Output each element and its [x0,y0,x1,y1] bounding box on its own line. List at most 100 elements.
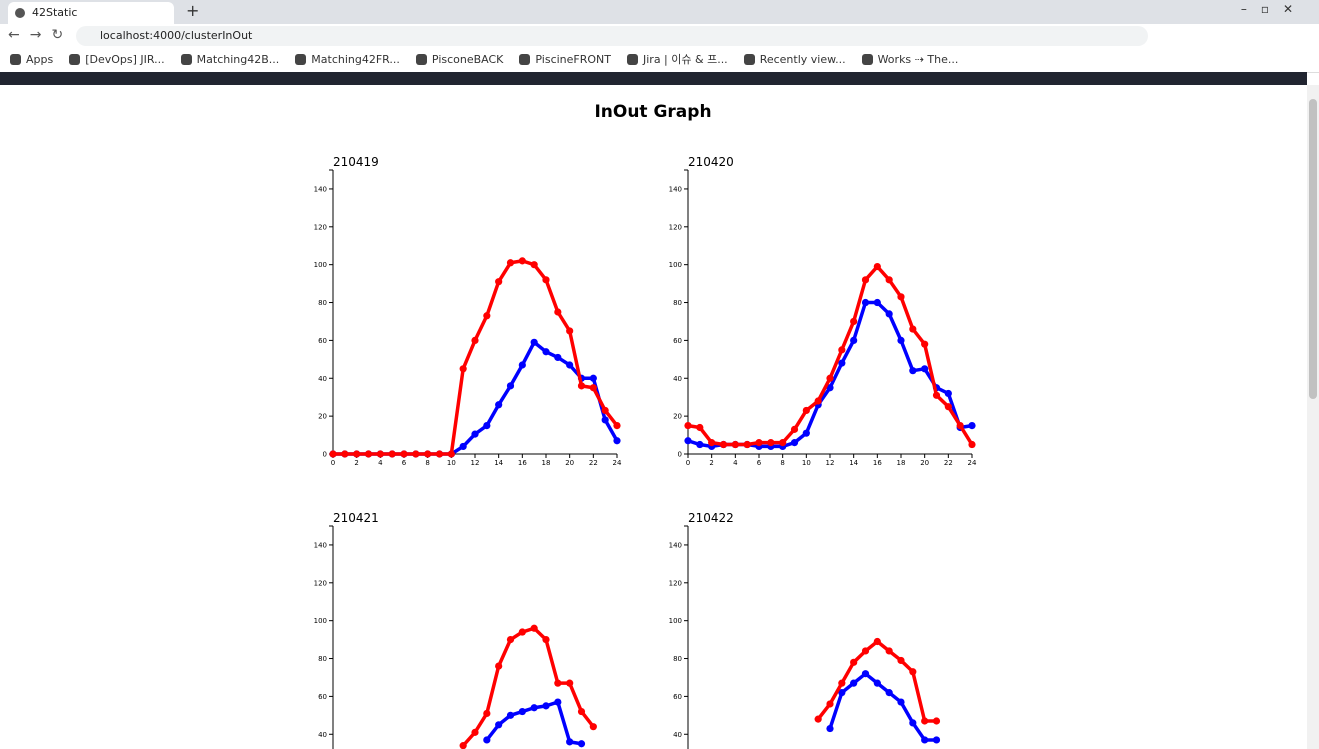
data-point [826,374,834,382]
bookmark[interactable]: PisconeBACK [415,48,504,72]
y-tick-label: 140 [314,541,327,549]
data-point [743,440,751,449]
x-tick-label: 10 [447,459,456,467]
bookmark[interactable]: Jira | 이슈 & 프... [627,48,728,72]
x-tick-label: 12 [471,459,480,467]
x-tick-label: 22 [944,459,953,467]
bookmark-label: PiscineFRONT [535,53,611,66]
data-point [921,340,929,348]
data-point [861,298,870,307]
y-tick-label: 80 [673,655,682,663]
x-tick-label: 24 [613,459,622,467]
x-tick-label: 24 [968,459,977,467]
data-point [483,709,491,718]
data-point [767,439,775,447]
data-point [554,698,562,706]
y-tick-label: 120 [669,579,682,587]
x-tick-label: 6 [402,459,407,467]
data-point [850,658,858,666]
y-tick-label: 100 [669,617,682,625]
data-point [483,736,491,744]
data-point [790,425,799,433]
data-point [566,679,574,687]
tab[interactable]: 42Static [8,2,174,24]
data-point [329,450,337,458]
data-point [826,384,834,392]
data-point [873,637,881,646]
data-point [566,327,574,335]
data-point [530,261,538,269]
data-point [968,440,976,449]
data-point [495,401,503,409]
data-point [909,719,917,727]
site-navbar [0,72,1307,85]
x-tick-label: 14 [849,459,858,467]
data-point [388,450,396,458]
data-point [376,450,384,458]
data-point [861,276,870,284]
data-point [447,450,455,458]
bookmark[interactable]: Apps [10,48,53,72]
x-tick-label: 20 [920,459,929,467]
data-point [518,361,526,369]
data-point [530,338,538,346]
data-point [471,430,479,438]
data-point [861,670,870,678]
y-tick-label: 40 [673,731,682,739]
data-point [968,422,976,430]
data-point [885,310,893,318]
data-point [897,656,905,665]
y-tick-label: 0 [678,451,682,459]
series-line [828,671,937,742]
bookmark-label: PisconeBACK [431,53,504,66]
y-tick-label: 140 [669,541,682,549]
data-point [518,707,526,716]
data-point [861,647,870,655]
y-tick-label: 120 [669,223,682,231]
nav-buttons[interactable]: ←→↻ [8,27,74,43]
chart-title: 210421 [333,511,379,525]
data-point [684,422,692,430]
chart-title: 210419 [333,155,379,169]
x-tick-label: 8 [425,459,429,467]
data-point [956,422,964,430]
data-point [814,715,822,723]
bookmark[interactable]: PiscineFRONT [519,48,611,72]
data-point [577,382,586,390]
new-tab[interactable]: + [186,1,200,20]
bookmark[interactable]: Recently view... [743,48,846,72]
y-tick-label: 20 [673,413,682,421]
omnibox[interactable]: localhost:4000/clusterInOut [76,26,1148,46]
data-point [873,298,881,307]
y-tick-label: 120 [314,579,327,587]
bookmark[interactable]: [DevOps] JIR... [69,48,165,72]
data-point [542,702,550,710]
bookmark[interactable]: Works ⇢ The... [861,48,958,72]
data-point [885,276,893,284]
y-tick-label: 40 [673,375,682,383]
series-line [333,259,619,456]
data-point [518,628,526,636]
address-row: ←→↻ localhost:4000/clusterInOut [0,24,1319,48]
scrollbar[interactable] [1307,85,1319,749]
tab-bar: 42Static + –▫✕ [0,0,1319,24]
data-point [921,717,929,725]
x-tick-label: 2 [709,459,713,467]
y-tick-label: 100 [669,261,682,269]
bookmark[interactable]: Matching42FR... [295,48,400,72]
data-point [613,437,621,445]
data-point [932,391,941,399]
data-point [613,422,621,430]
window-controls[interactable]: –▫✕ [1240,2,1307,16]
x-tick-label: 4 [733,459,738,467]
data-point [471,336,479,344]
bookmark[interactable]: Matching42B... [180,48,279,72]
data-point [459,442,467,451]
data-point [790,439,799,447]
data-point [696,423,704,432]
y-tick-label: 120 [314,223,327,231]
data-point [814,397,822,405]
data-point [909,367,917,375]
data-point [802,406,810,415]
